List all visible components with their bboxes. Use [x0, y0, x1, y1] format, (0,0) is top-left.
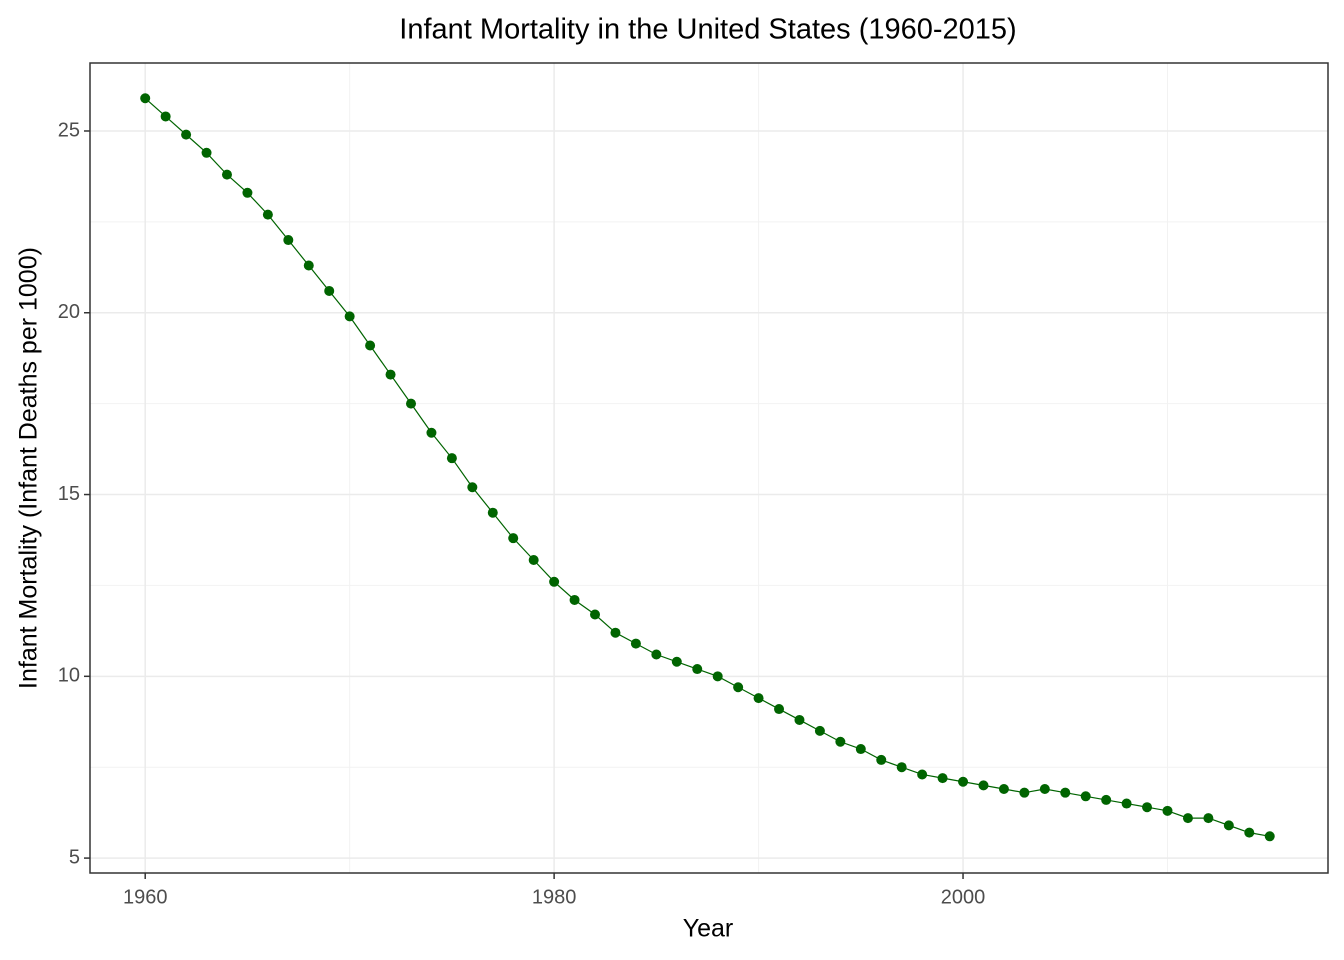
data-point	[324, 285, 335, 296]
chart-title: Infant Mortality in the United States (1…	[399, 14, 1016, 46]
data-point	[385, 369, 396, 380]
data-point	[549, 576, 560, 587]
y-tick-label: 5	[69, 846, 80, 868]
x-tick-label: 1960	[123, 886, 168, 908]
data-point	[1019, 787, 1030, 798]
data-point	[1080, 791, 1091, 802]
data-point	[1142, 802, 1153, 813]
data-point	[794, 714, 805, 725]
data-point	[1182, 813, 1193, 824]
data-point	[1121, 798, 1132, 809]
data-point	[1203, 813, 1214, 824]
data-point	[998, 784, 1009, 795]
data-point	[814, 725, 825, 736]
data-point	[896, 762, 907, 773]
data-point	[1162, 805, 1173, 816]
data-point	[1244, 827, 1255, 838]
data-point	[406, 398, 417, 409]
data-point	[712, 671, 723, 682]
data-point	[508, 533, 519, 544]
data-point	[487, 507, 498, 518]
data-point	[1039, 784, 1050, 795]
data-point	[651, 649, 662, 660]
data-point	[876, 754, 887, 765]
data-point	[1101, 794, 1112, 805]
data-point	[692, 664, 703, 675]
data-point	[1060, 787, 1071, 798]
data-point	[733, 682, 744, 693]
data-point	[344, 311, 355, 322]
data-point	[181, 129, 192, 140]
data-point	[569, 594, 580, 605]
y-tick-label: 10	[58, 665, 80, 687]
data-point	[958, 776, 969, 787]
data-point	[160, 111, 171, 122]
data-point	[283, 235, 294, 246]
data-point	[1223, 820, 1234, 831]
y-axis-title: Infant Mortality (Infant Deaths per 1000…	[15, 247, 43, 689]
data-point	[610, 627, 621, 638]
data-point	[446, 453, 457, 464]
data-point	[671, 656, 682, 667]
data-point	[1264, 831, 1275, 842]
series-line	[144, 97, 1270, 837]
x-tick-label: 2000	[941, 886, 986, 908]
x-axis-title: Year	[683, 915, 734, 943]
data-point	[774, 704, 785, 715]
data-point	[365, 340, 376, 351]
data-point	[201, 147, 212, 158]
data-point	[835, 736, 846, 747]
panel-border	[89, 62, 1329, 874]
data-point	[978, 780, 989, 791]
data-point	[590, 609, 601, 620]
data-point	[528, 554, 539, 565]
data-point	[303, 260, 314, 271]
data-point	[753, 693, 764, 704]
data-point	[937, 773, 948, 784]
data-point	[467, 482, 478, 493]
data-point	[242, 187, 253, 198]
y-tick-label: 20	[58, 301, 80, 323]
data-point	[917, 769, 928, 780]
y-tick-label: 25	[58, 119, 80, 141]
data-point	[855, 744, 866, 755]
data-point	[262, 209, 273, 220]
data-point	[630, 638, 641, 649]
x-tick-label: 1980	[532, 886, 577, 908]
y-tick-label: 15	[58, 483, 80, 505]
data-point	[221, 169, 232, 180]
data-point	[426, 427, 437, 438]
data-point	[140, 93, 151, 104]
